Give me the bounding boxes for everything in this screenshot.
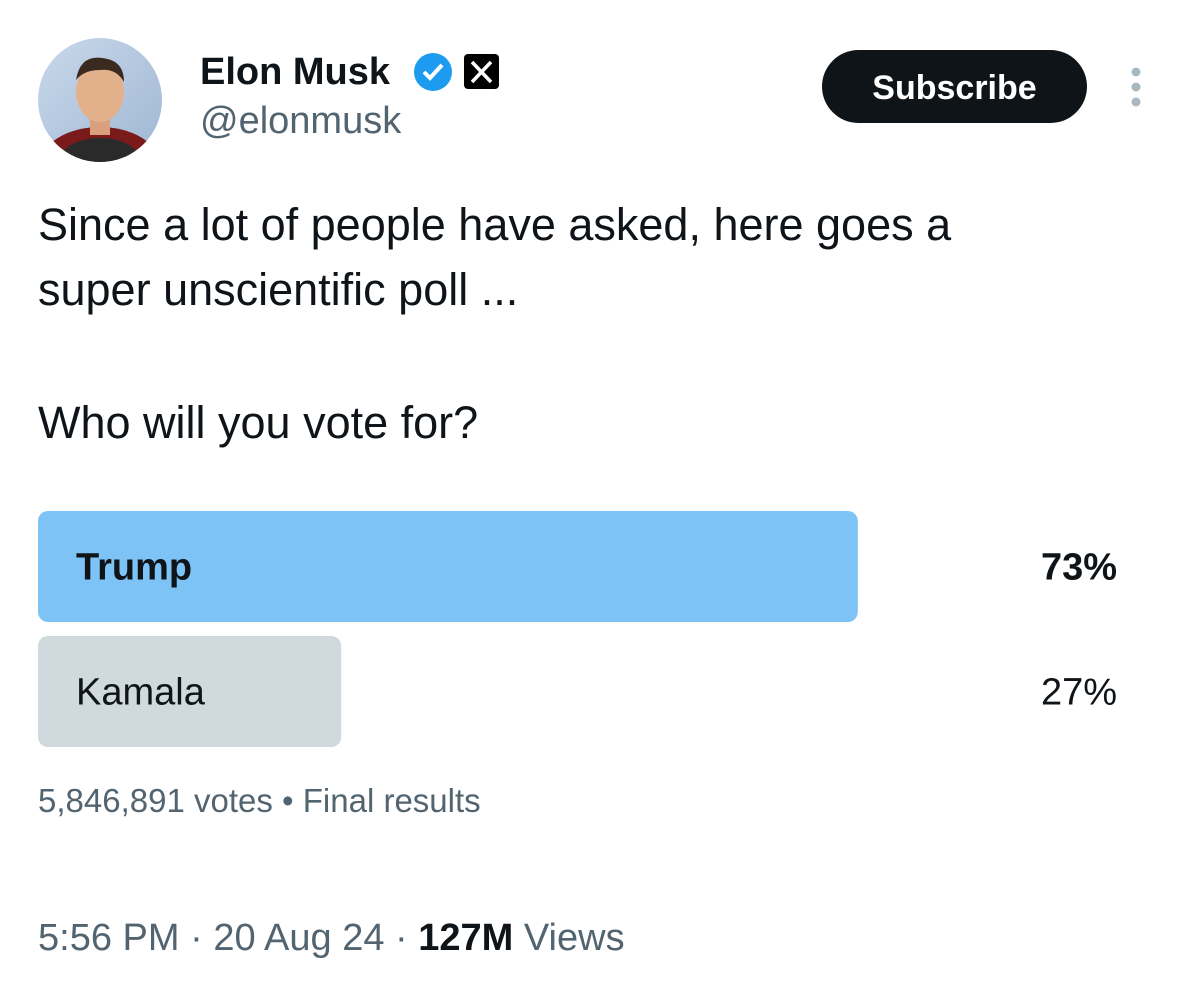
option-label: Trump [76, 547, 192, 589]
separator: • [282, 782, 294, 819]
view-count: 127M [418, 917, 513, 959]
option-percent: 73% [1041, 547, 1117, 589]
more-menu[interactable] [1131, 67, 1141, 107]
handle[interactable]: @elonmusk [200, 100, 402, 142]
time[interactable]: 5:56 PM [38, 917, 180, 959]
tweet-text: Who will you vote for? [38, 397, 478, 448]
separator: · [190, 917, 203, 959]
option-label: Kamala [76, 672, 206, 714]
date[interactable]: 20 Aug 24 [213, 917, 384, 959]
timestamp: 5:56 PM · 20 Aug 24 · 127M Views [38, 917, 625, 959]
poll-status: Final results [303, 782, 481, 819]
views-label: Views [524, 917, 625, 959]
avatar[interactable] [38, 38, 162, 203]
separator: · [395, 917, 408, 959]
poll-bar [38, 511, 858, 622]
display-name[interactable]: Elon Musk [200, 51, 391, 93]
verified-badge [414, 53, 452, 91]
option-percent: 27% [1041, 672, 1117, 714]
poll-meta: 5,846,891 votes • Final results [38, 782, 481, 819]
poll: Trump 73% Kamala 27% [38, 511, 1117, 747]
x-badge [464, 54, 499, 89]
tweet-text: Since a lot of people have asked, here g… [38, 199, 952, 250]
vote-count: 5,846,891 votes [38, 782, 273, 819]
poll-bar [38, 636, 342, 747]
tweet-text: super unscientific poll ... [38, 264, 518, 315]
subscribe-button[interactable] [822, 50, 1087, 123]
subscribe-label[interactable]: Subscribe [872, 69, 1036, 107]
